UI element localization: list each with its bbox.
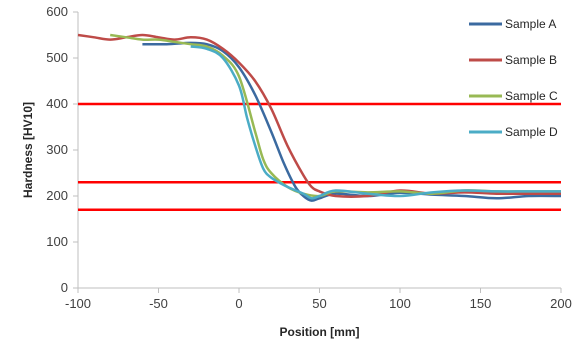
x-tick-label: 200 [550, 296, 572, 311]
x-tick-label: 50 [312, 296, 326, 311]
y-tick-label: 500 [46, 50, 68, 65]
series-line-sample-a [142, 41, 562, 202]
reference-lines [78, 102, 561, 212]
x-tick-label: 100 [389, 296, 411, 311]
y-tick-label: 300 [46, 142, 68, 157]
y-axis-ticks: 0 100 200 300 400 500 600 [46, 4, 78, 295]
x-tick-label: -50 [149, 296, 168, 311]
x-tick-label: -100 [65, 296, 91, 311]
x-tick-label: 0 [235, 296, 242, 311]
legend-label-sample-b: Sample B [505, 53, 557, 67]
legend-label-sample-c: Sample C [505, 89, 558, 103]
y-tick-label: 600 [46, 4, 68, 19]
series-lines [77, 33, 562, 202]
x-axis-title: Position [mm] [280, 325, 360, 339]
legend-label-sample-d: Sample D [505, 125, 558, 139]
legend: Sample A Sample B Sample C Sample D [469, 17, 558, 139]
y-tick-label: 0 [61, 280, 68, 295]
legend-label-sample-a: Sample A [505, 17, 556, 31]
y-tick-label: 100 [46, 234, 68, 249]
series-line-sample-d [190, 45, 561, 200]
y-tick-label: 400 [46, 96, 68, 111]
x-tick-label: 150 [470, 296, 492, 311]
series-line-sample-c [110, 33, 561, 198]
y-tick-label: 200 [46, 188, 68, 203]
x-axis-ticks: -100 -50 0 50 100 150 200 [65, 288, 572, 311]
plot-frame [77, 12, 561, 289]
y-axis-title: Hardness [HV10] [21, 102, 35, 198]
